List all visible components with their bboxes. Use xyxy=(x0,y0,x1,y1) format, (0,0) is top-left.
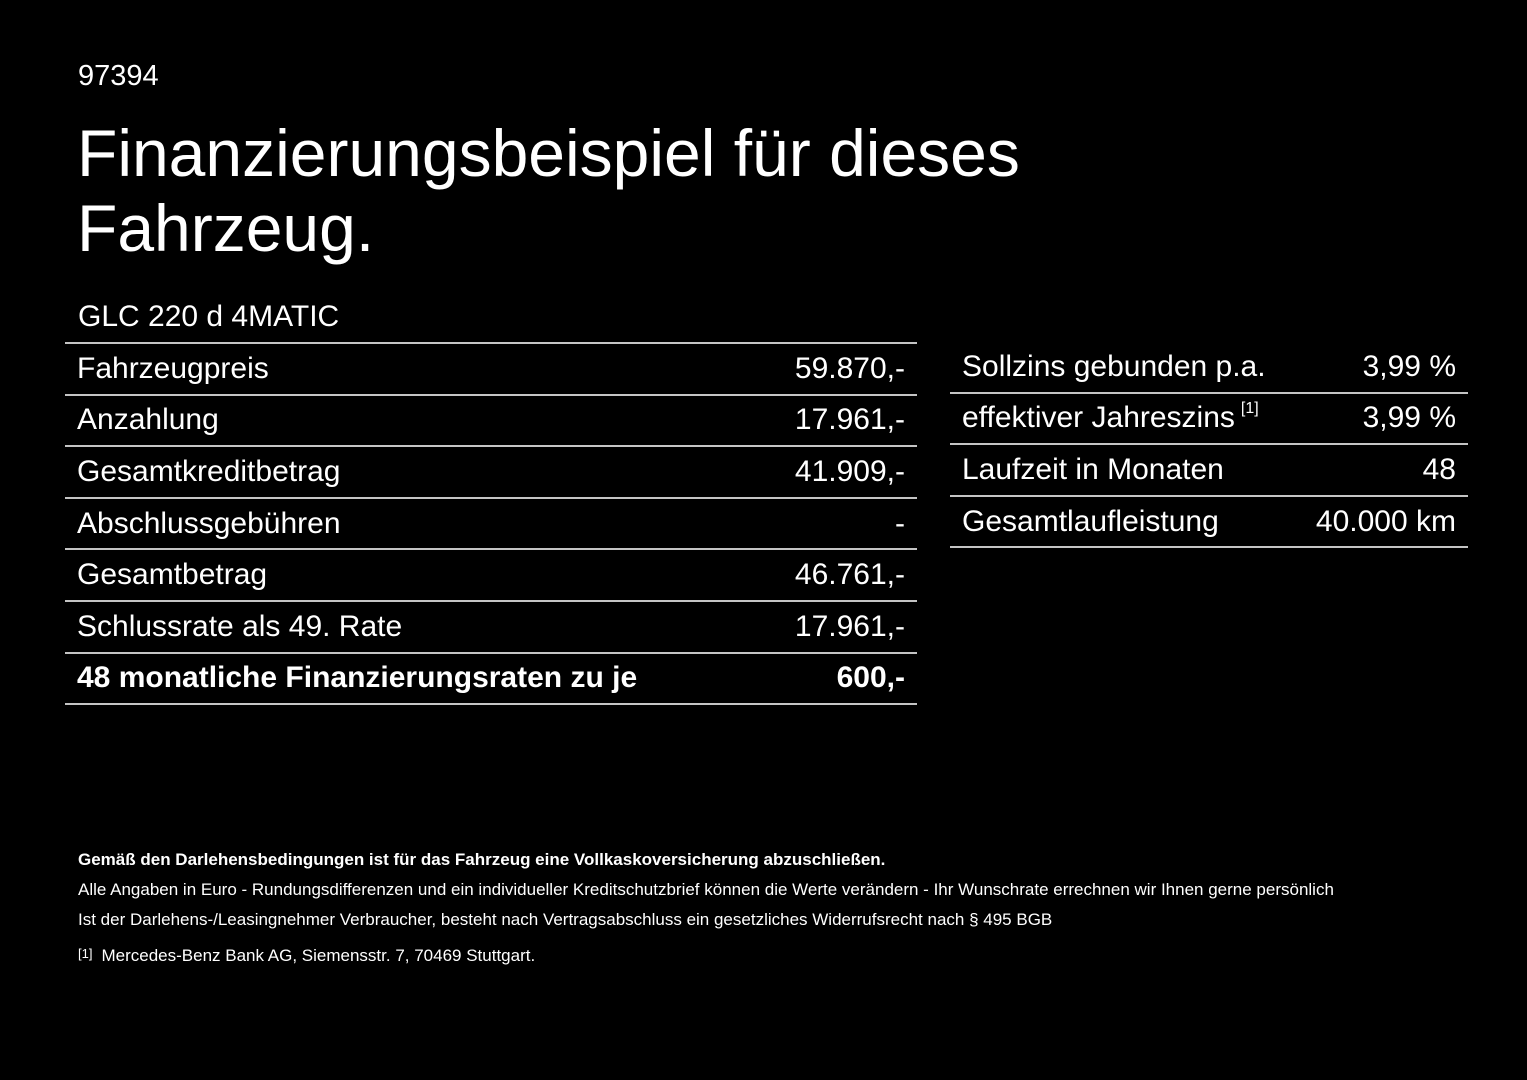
row-value: - xyxy=(895,506,905,540)
row-label: Gesamtlaufleistung xyxy=(962,504,1219,538)
table-row-abschlussgebuehren: Abschlussgebühren - xyxy=(65,499,917,551)
row-label: Gesamtkreditbetrag xyxy=(77,454,341,488)
page-title-line1: Finanzierungsbeispiel für dieses xyxy=(77,116,1020,190)
row-label: Laufzeit in Monaten xyxy=(962,452,1224,486)
row-value: 59.870,- xyxy=(794,351,905,385)
offer-number: 97394 xyxy=(78,60,159,92)
table-row-effektiver-jahreszins: effektiver Jahreszins [1] 3,99 % xyxy=(950,394,1468,446)
legal-notes: Gemäß den Darlehensbedingungen ist für d… xyxy=(78,845,1478,971)
bank-footnote: [1] Mercedes-Benz Bank AG, Siemensstr. 7,… xyxy=(78,939,1478,971)
table-row-monatsrate: 48 monatliche Finanzierungsraten zu je 6… xyxy=(65,654,917,706)
page-title-line2: Fahrzeug. xyxy=(77,191,375,265)
table-row-schlussrate: Schlussrate als 49. Rate 17.961,- xyxy=(65,602,917,654)
row-value: 17.961,- xyxy=(794,609,905,643)
financing-cost-table: Fahrzeugpreis 59.870,- Anzahlung 17.961,… xyxy=(65,342,917,706)
row-value: 41.909,- xyxy=(794,454,905,488)
footnote-text: Mercedes-Benz Bank AG, Siemensstr. 7, 70… xyxy=(101,946,536,965)
row-value: 48 xyxy=(1422,452,1456,486)
euro-note: Alle Angaben in Euro - Rundungsdifferenz… xyxy=(78,880,1334,899)
row-value: 40.000 km xyxy=(1315,504,1456,538)
row-label-text: effektiver Jahreszins xyxy=(962,401,1235,435)
row-value: 3,99 % xyxy=(1362,349,1456,383)
row-label: Abschlussgebühren xyxy=(77,506,341,540)
footnote-reference: [1] xyxy=(1240,400,1259,418)
row-value: 600,- xyxy=(836,661,905,695)
table-row-fahrzeugpreis: Fahrzeugpreis 59.870,- xyxy=(65,344,917,396)
row-label: 48 monatliche Finanzierungsraten zu je xyxy=(77,661,638,695)
insurance-note: Gemäß den Darlehensbedingungen ist für d… xyxy=(78,850,886,869)
financing-conditions-table: Sollzins gebunden p.a. 3,99 % effektiver… xyxy=(950,342,1468,549)
row-label: Anzahlung xyxy=(77,403,219,437)
table-row-gesamtkreditbetrag: Gesamtkreditbetrag 41.909,- xyxy=(65,447,917,499)
vehicle-model: GLC 220 d 4MATIC xyxy=(78,300,340,333)
page-title: Finanzierungsbeispiel für dieses Fahrzeug… xyxy=(77,116,1020,266)
table-row-sollzins: Sollzins gebunden p.a. 3,99 % xyxy=(950,342,1468,394)
row-label: effektiver Jahreszins [1] xyxy=(962,401,1259,435)
row-value: 3,99 % xyxy=(1362,401,1456,435)
row-label: Schlussrate als 49. Rate xyxy=(77,609,403,643)
footnote-marker: [1] xyxy=(78,946,93,961)
row-value: 46.761,- xyxy=(794,558,905,592)
table-row-laufzeit: Laufzeit in Monaten 48 xyxy=(950,445,1468,497)
table-row-anzahlung: Anzahlung 17.961,- xyxy=(65,396,917,448)
row-label: Gesamtbetrag xyxy=(77,558,268,592)
row-value: 17.961,- xyxy=(794,403,905,437)
widerruf-note: Ist der Darlehens-/Leasingnehmer Verbrau… xyxy=(78,910,1053,929)
row-label: Sollzins gebunden p.a. xyxy=(962,349,1266,383)
table-row-gesamtbetrag: Gesamtbetrag 46.761,- xyxy=(65,550,917,602)
row-label: Fahrzeugpreis xyxy=(77,351,269,385)
table-row-gesamtlaufleistung: Gesamtlaufleistung 40.000 km xyxy=(950,497,1468,549)
